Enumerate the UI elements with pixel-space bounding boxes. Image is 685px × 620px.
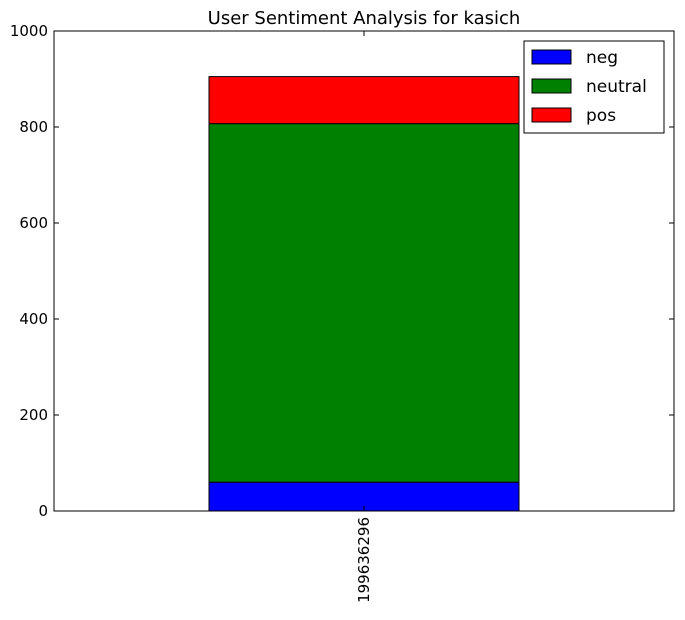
y-tick-label: 0 [38,502,48,520]
legend-label-neutral: neutral [586,77,647,97]
legend: neg neutral pos [523,40,665,134]
legend-swatch-neg [531,49,572,65]
bars-layer [208,76,520,512]
bar-pos-199636296 [208,76,520,125]
legend-swatch-neutral [531,78,572,94]
bar-neutral-199636296 [208,123,520,483]
x-axis: 199636296 [355,31,373,603]
x-tick-label: 199636296 [355,517,373,603]
legend-label-neg: neg [586,48,618,68]
y-tick-label: 400 [19,310,48,328]
y-axis: 0 200 400 600 800 1000 [10,22,674,520]
chart-title: User Sentiment Analysis for kasich [208,8,521,29]
legend-swatch-pos [531,107,572,123]
y-tick-label: 800 [19,118,48,136]
y-tick-label: 600 [19,214,48,232]
y-tick-label: 200 [19,406,48,424]
legend-label-pos: pos [586,106,616,126]
y-tick-label: 1000 [10,22,48,40]
